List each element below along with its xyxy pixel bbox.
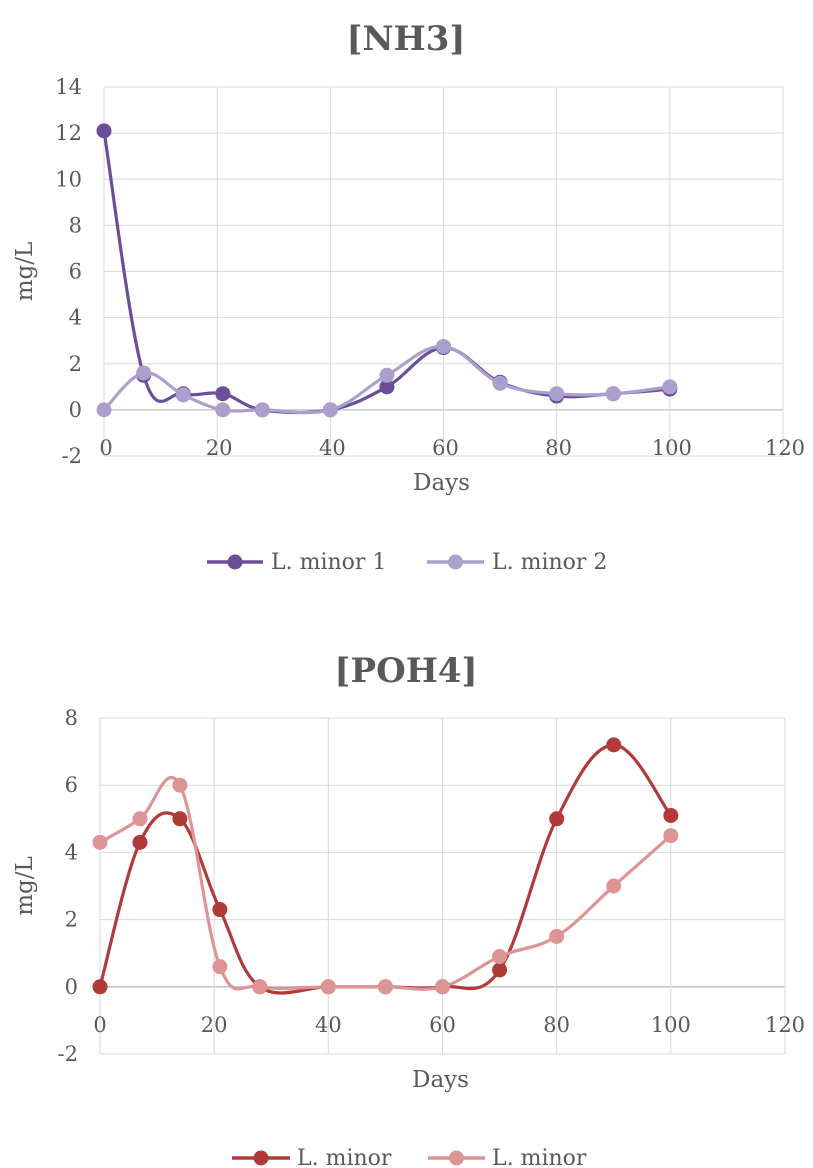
data-point [132, 834, 148, 850]
data-point [215, 402, 231, 418]
y-tick-label: 8 [69, 213, 82, 237]
data-point [252, 979, 268, 995]
data-point [136, 365, 152, 381]
y-axis-title: mg/L [12, 242, 38, 302]
legend-label: L. minor [297, 1146, 392, 1168]
data-point [172, 811, 188, 827]
data-point [549, 386, 565, 402]
legend-marker [227, 554, 243, 570]
data-point [92, 834, 108, 850]
data-point [377, 979, 393, 995]
data-point [662, 379, 678, 395]
data-point [320, 979, 336, 995]
x-tick-label: 80 [545, 436, 572, 460]
y-tick-label: 4 [65, 840, 78, 864]
x-axis-title: Days [412, 1067, 469, 1093]
data-point [96, 402, 112, 418]
data-point [322, 402, 338, 418]
data-point [215, 386, 231, 402]
x-tick-label: 80 [543, 1013, 570, 1037]
data-point [492, 375, 508, 391]
legend-label: L. minor [492, 1146, 587, 1168]
x-tick-label: 40 [319, 436, 346, 460]
x-tick-label: 0 [93, 1013, 106, 1037]
legend-item: L. minor 1 [207, 550, 386, 575]
data-point [492, 962, 508, 978]
chart-title: [NH3] [346, 19, 465, 59]
y-tick-label: 6 [65, 773, 78, 797]
x-tick-label: 0 [99, 436, 112, 460]
data-point [175, 387, 191, 403]
y-tick-label: 8 [65, 706, 78, 730]
y-tick-label: 6 [69, 260, 82, 284]
data-point [605, 386, 621, 402]
data-point [436, 338, 451, 354]
y-tick-label: 4 [69, 306, 82, 330]
chart-title: [POH4] [334, 651, 477, 691]
data-point [254, 402, 270, 418]
y-tick-label: 2 [69, 352, 82, 376]
legend-marker [448, 554, 463, 570]
y-tick-label: 12 [55, 121, 82, 145]
data-point [96, 123, 112, 139]
data-point [606, 878, 622, 894]
y-tick-label: -2 [58, 1042, 78, 1066]
data-point [212, 902, 228, 918]
data-point [92, 979, 108, 995]
data-point [663, 828, 679, 844]
data-point [212, 959, 228, 975]
series-line [98, 775, 673, 991]
x-tick-label: 120 [765, 1013, 805, 1037]
x-axis-title: Days [413, 470, 470, 496]
data-point [379, 367, 395, 383]
legend-marker [449, 1150, 464, 1166]
x-tick-label: 20 [201, 1013, 228, 1037]
data-point [663, 807, 679, 823]
data-point [132, 811, 148, 827]
data-point [379, 379, 395, 395]
data-point [172, 777, 188, 793]
data-point [549, 811, 565, 827]
x-tick-label: 20 [206, 436, 233, 460]
x-tick-label: 60 [429, 1013, 456, 1037]
x-tick-label: 100 [651, 1013, 691, 1037]
chart-nh3: [NH3] -2 0 2 4 6 8 10 12 14 0 20 40 60 80 100 120 Days mg/… [12, 19, 805, 575]
legend-label: L. minor 2 [492, 550, 607, 575]
legend-item: L. minor 2 [427, 550, 607, 575]
data-point [549, 928, 565, 944]
legend-item: L. minor [428, 1146, 587, 1168]
data-point [435, 979, 450, 995]
legend-marker [253, 1150, 269, 1166]
legend-item: L. minor [232, 1146, 392, 1168]
y-tick-label: 0 [65, 975, 78, 999]
y-tick-label: 0 [69, 398, 82, 422]
x-tick-label: 120 [765, 436, 805, 460]
x-tick-label: 100 [652, 436, 692, 460]
y-tick-label: 14 [55, 75, 82, 99]
legend-label: L. minor 1 [271, 550, 386, 575]
data-point [606, 737, 622, 753]
x-tick-label: 60 [432, 436, 459, 460]
y-axis-title: mg/L [12, 856, 38, 916]
x-tick-label: 40 [315, 1013, 342, 1037]
y-tick-label: 10 [55, 167, 82, 191]
data-point [492, 949, 508, 965]
y-tick-label: 2 [65, 908, 78, 932]
y-tick-label: -2 [62, 444, 82, 468]
